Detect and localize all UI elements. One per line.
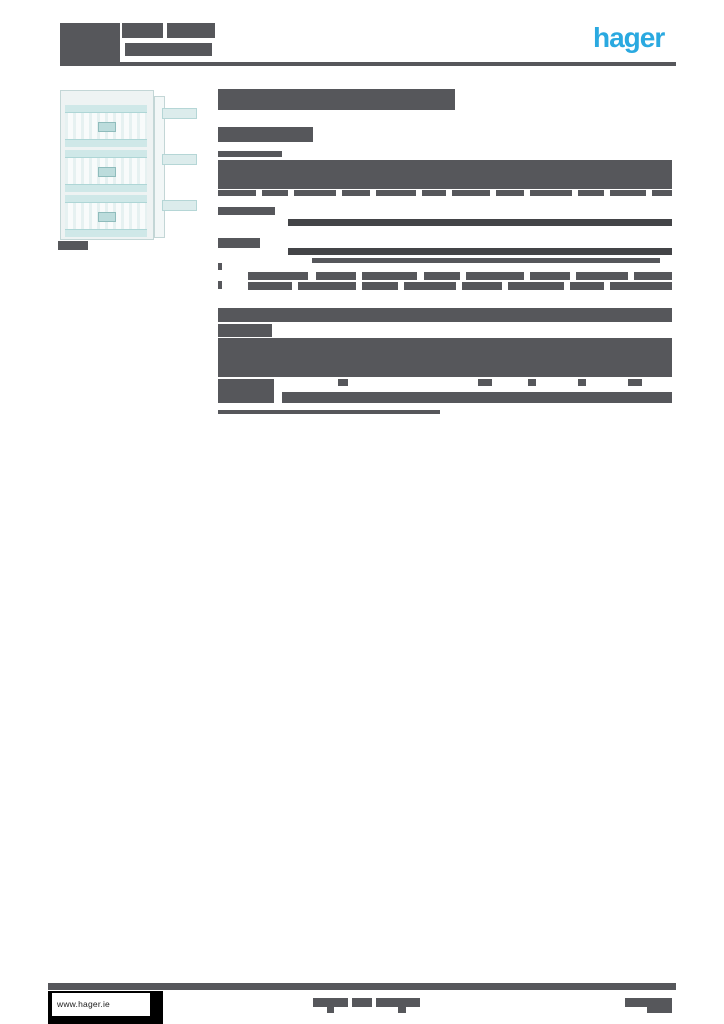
spec-label-block (218, 238, 260, 248)
redacted-text-block (262, 190, 288, 196)
footer-pageinfo-block (376, 998, 420, 1007)
row-bottom-strip (65, 184, 147, 192)
row-top-strip (65, 105, 147, 113)
redacted-text-block (634, 272, 672, 280)
redacted-text-block (342, 190, 370, 196)
spec-label-block (218, 207, 275, 215)
row-modules (65, 203, 147, 229)
redacted-text-block (578, 379, 586, 386)
redacted-text-block (362, 282, 398, 290)
product-row (65, 150, 147, 192)
redacted-text-block (248, 282, 292, 290)
row-clip (98, 122, 116, 132)
product-bracket (162, 108, 197, 119)
redacted-text-block (462, 282, 502, 290)
redacted-text-block (298, 282, 356, 290)
description-paragraph-block (218, 160, 672, 189)
spec-band-block (218, 308, 672, 322)
bullet-mark (218, 263, 222, 270)
spec-row-rule (288, 219, 672, 226)
redacted-text-block (610, 282, 672, 290)
row-clip (98, 212, 116, 222)
redacted-text-block (570, 282, 604, 290)
product-panel (60, 90, 154, 240)
redacted-text-block (422, 190, 446, 196)
table-bottom-rule (218, 410, 440, 414)
page-title-block (218, 89, 455, 110)
footer-pageinfo-block (327, 1007, 334, 1013)
redacted-text-block (424, 272, 460, 280)
redacted-text-block (452, 190, 490, 196)
footer-pageinfo-block (352, 998, 372, 1007)
product-mounting-rail (154, 96, 165, 238)
redacted-text-block (248, 272, 308, 280)
row-modules (65, 113, 147, 139)
product-ref-block (58, 241, 88, 250)
row-modules (65, 158, 147, 184)
product-image (57, 88, 197, 241)
redacted-text-block (218, 190, 256, 196)
redacted-text-block (530, 190, 572, 196)
row-clip (98, 167, 116, 177)
footer-rule (48, 983, 676, 990)
redacted-text-block (508, 282, 564, 290)
footer-pagenumber-block (625, 998, 672, 1007)
redacted-text-block (294, 190, 336, 196)
section-label-block (218, 151, 282, 157)
row-top-strip (65, 195, 147, 203)
redacted-text-block (404, 282, 456, 290)
product-row (65, 105, 147, 147)
redacted-text-block (610, 190, 646, 196)
footer-url-link[interactable]: www.hager.ie (57, 999, 110, 1009)
redacted-text-block (362, 272, 417, 280)
footer-pageinfo-block (398, 1007, 406, 1013)
header-address-block (60, 23, 120, 63)
subtitle-block (218, 127, 313, 142)
header-subtitle-block (125, 43, 212, 56)
product-bracket (162, 154, 197, 165)
redacted-text-block (316, 272, 356, 280)
bullet-mark (218, 281, 222, 289)
redacted-text-block (576, 272, 628, 280)
header-title-word (167, 23, 215, 38)
redacted-text-block (528, 379, 536, 386)
spec-band-block (282, 392, 672, 403)
footer-url-box: www.hager.ie (52, 993, 150, 1016)
redacted-text-block (376, 190, 416, 196)
header-title-word (122, 23, 163, 38)
spec-band-block (218, 338, 672, 377)
hager-logo: hager (593, 22, 665, 53)
spec-label-block (218, 379, 274, 403)
product-row (65, 195, 147, 237)
footer-pagenumber-block (647, 1007, 672, 1013)
spec-row-rule (312, 258, 660, 263)
row-top-strip (65, 150, 147, 158)
redacted-text-block (530, 272, 570, 280)
footer-pageinfo-block (313, 998, 348, 1007)
header-rule (60, 62, 676, 66)
product-bracket (162, 200, 197, 211)
row-bottom-strip (65, 139, 147, 147)
redacted-text-block (338, 379, 348, 386)
footer-black-bar: www.hager.ie (48, 991, 163, 1024)
redacted-text-block (652, 190, 672, 196)
row-bottom-strip (65, 229, 147, 237)
spec-row-rule (288, 248, 672, 255)
redacted-text-block (496, 190, 524, 196)
spec-label-block (218, 324, 272, 337)
redacted-text-block (478, 379, 492, 386)
redacted-text-block (466, 272, 524, 280)
redacted-text-block (628, 379, 642, 386)
redacted-text-block (578, 190, 604, 196)
